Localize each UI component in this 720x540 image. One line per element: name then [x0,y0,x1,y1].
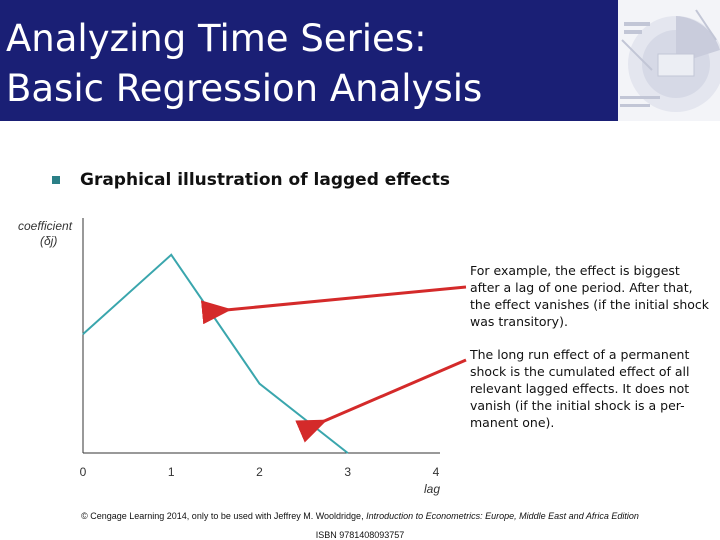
x-tick-label: 1 [168,465,175,479]
title-bar: Analyzing Time Series: Basic Regression … [0,0,620,121]
x-tick-label: 4 [433,465,440,479]
x-tick-label: 0 [80,465,87,479]
footer-book-title: Introduction to Econometrics: Europe, Mi… [366,511,639,521]
callout-arrow-2 [295,358,467,443]
slide-title: Analyzing Time Series: Basic Regression … [6,14,606,114]
x-axis-label: lag [424,482,440,496]
lag-coefficient-chart: coefficient (δj) 0 1 2 3 4 lag [18,218,467,496]
footer-copyright: © Cengage Learning 2014, only to be used… [0,511,720,521]
footer-copyright-text: © Cengage Learning 2014, only to be used… [81,511,367,521]
series-point [347,452,349,454]
series-point [170,254,172,256]
series-line [82,253,349,454]
x-tick-label: 3 [344,465,351,479]
callout-text-2: The long run effect of a permanent shock… [470,347,690,430]
callout-arrow-1 [200,285,467,325]
slide-title-line-1: Analyzing Time Series: [6,17,427,60]
series-point [259,383,260,385]
slide-title-line-2: Basic Regression Analysis [6,67,483,110]
bullet-square-icon [52,176,60,184]
series-point [82,333,84,335]
callout-text-1: For example, the effect is biggest after… [470,263,710,329]
decorative-strip [612,0,618,121]
footer-isbn: ISBN 9781408093757 [315,530,405,540]
y-axis-symbol: (δj) [40,234,57,248]
y-axis-label: coefficient [18,219,73,233]
decorative-graphic [612,0,720,121]
bullet-text: Graphical illustration of lagged effects [80,170,450,190]
decorative-image [612,0,720,121]
x-tick-label: 2 [256,465,263,479]
